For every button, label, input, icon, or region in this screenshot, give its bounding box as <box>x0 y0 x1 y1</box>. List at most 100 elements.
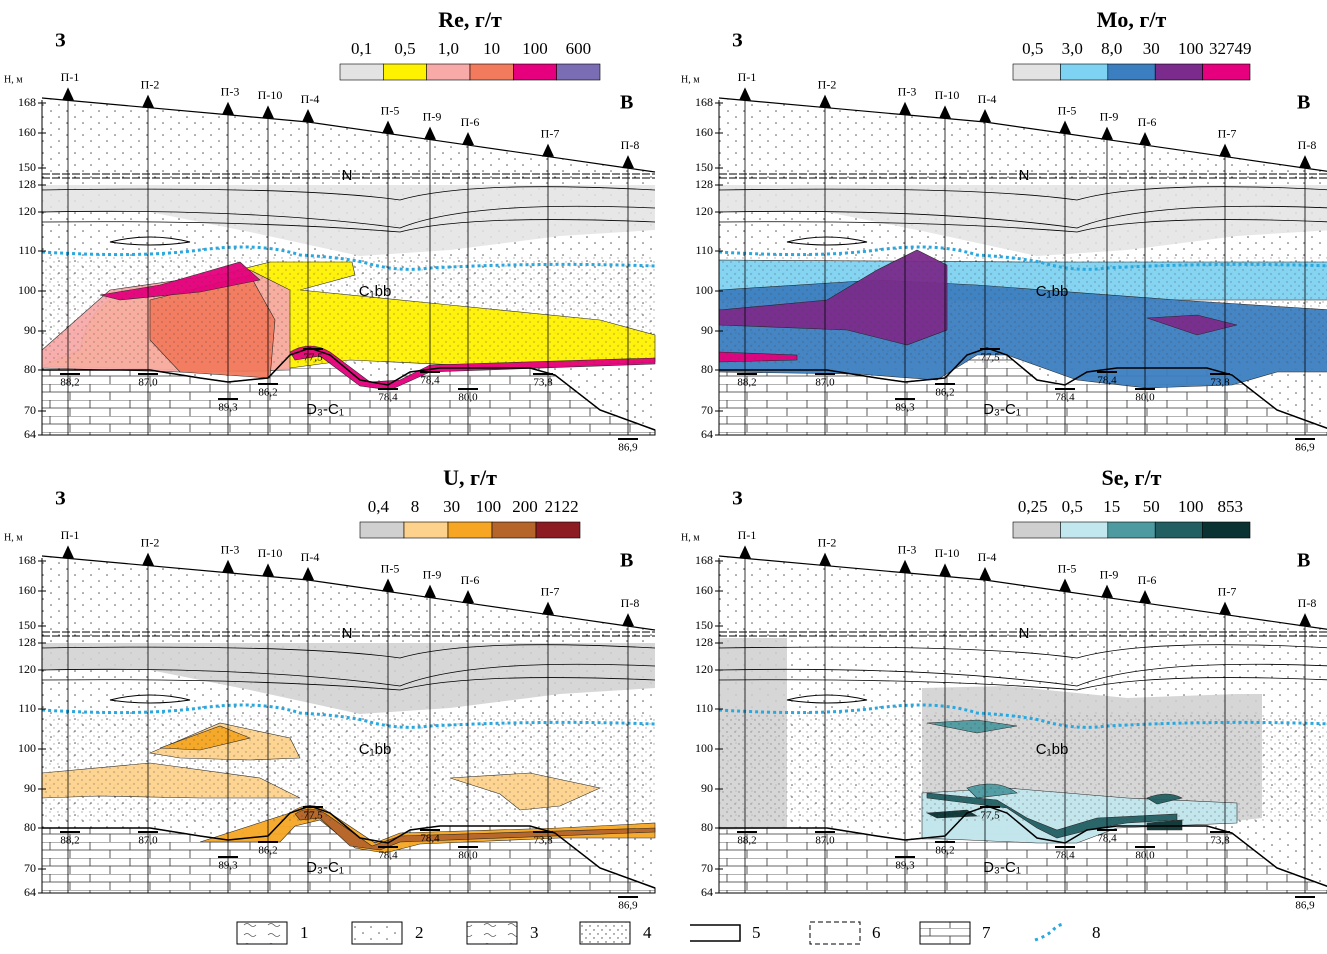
scale-label: 1,0 <box>438 39 459 58</box>
well-marker <box>899 560 911 573</box>
legend-label: 6 <box>872 923 881 942</box>
well-depth: 86,2 <box>935 387 954 399</box>
unit-label: C₁bb <box>359 741 392 758</box>
well-marker <box>62 87 74 100</box>
well-depth: 78,4 <box>378 392 398 404</box>
well-marker <box>1059 121 1071 134</box>
unit-label: N <box>342 625 353 642</box>
scale-swatch <box>360 522 404 538</box>
well-label: П-2 <box>141 77 160 91</box>
well-label: П-5 <box>1058 561 1077 575</box>
y-tick-label: 128 <box>695 635 713 649</box>
scale-swatch <box>340 64 383 80</box>
well-depth: 88,2 <box>60 377 79 389</box>
unit-label: C₁bb <box>359 283 392 300</box>
scale-swatch <box>492 522 536 538</box>
well-marker <box>1219 144 1231 157</box>
well-label: П-3 <box>221 85 240 99</box>
well-marker <box>424 585 436 598</box>
well-depth: 89,3 <box>895 860 915 872</box>
well-depth: 78,4 <box>1055 392 1075 404</box>
well-depth: 78,4 <box>1097 833 1117 845</box>
y-tick-label: 110 <box>695 701 713 715</box>
y-tick-label: 70 <box>24 861 36 875</box>
scale-swatch <box>1013 522 1060 538</box>
well-depth: 87,0 <box>138 835 158 847</box>
well-depth: 89,3 <box>218 860 238 872</box>
well-depth: 78,4 <box>378 850 398 862</box>
well-depth: 89,3 <box>895 402 915 414</box>
well-marker <box>739 545 751 558</box>
axis-title: Н, м <box>681 532 700 543</box>
well-marker <box>939 563 951 576</box>
y-tick-label: 120 <box>695 662 713 676</box>
legend-swatch <box>920 922 970 944</box>
scale-label: 100 <box>476 497 502 516</box>
well-label: П-9 <box>1100 109 1119 123</box>
well-label: П-5 <box>381 103 400 117</box>
y-tick-label: 128 <box>695 177 713 191</box>
well-depth: 77,5 <box>303 352 323 364</box>
unit-label: N <box>1019 167 1030 184</box>
well-depth: 80,0 <box>458 850 478 862</box>
well-depth: 88,2 <box>60 835 79 847</box>
well-depth: 87,0 <box>815 835 835 847</box>
well-depth: 78,4 <box>1097 375 1117 387</box>
y-tick-label: 128 <box>18 177 36 191</box>
well-depth: 77,5 <box>303 810 323 822</box>
axis-title: Н, м <box>4 532 23 543</box>
well-marker <box>1059 579 1071 592</box>
scale-label: 600 <box>566 39 592 58</box>
scale-swatch <box>1108 64 1155 80</box>
y-tick-label: 168 <box>18 95 36 109</box>
dense-sand <box>42 255 655 365</box>
well-label: П-9 <box>423 567 442 581</box>
unit-label: D₃-C₁ <box>983 859 1021 876</box>
well-marker <box>1299 613 1311 626</box>
well-label: П-10 <box>258 88 283 102</box>
legend-swatch <box>810 922 860 944</box>
well-marker <box>1101 585 1113 598</box>
section-panel: Н, м16816015012812011010090807064П-1П-2П… <box>681 465 1327 911</box>
west-label: З <box>55 30 66 52</box>
scale-label: 30 <box>1143 39 1160 58</box>
unit-label: N <box>1019 625 1030 642</box>
y-tick-label: 110 <box>18 701 36 715</box>
well-label: П-7 <box>1218 584 1237 598</box>
well-label: П-6 <box>1138 573 1157 587</box>
legend-label: 3 <box>530 923 539 942</box>
scale-label: 200 <box>512 497 538 516</box>
well-label: П-8 <box>621 596 640 610</box>
well-marker <box>622 155 634 168</box>
well-depth: 88,2 <box>737 377 756 389</box>
scale-label: 100 <box>522 39 548 58</box>
well-marker <box>262 105 274 118</box>
scale-title: Re, г/т <box>438 7 502 32</box>
well-marker <box>819 553 831 566</box>
scale-label: 853 <box>1218 497 1244 516</box>
well-label: П-6 <box>461 115 480 129</box>
well-label: П-10 <box>935 546 960 560</box>
dense-sand <box>719 255 1327 365</box>
well-marker <box>739 87 751 100</box>
y-tick-label: 110 <box>695 243 713 257</box>
well-depth: 73,8 <box>533 377 553 389</box>
scale-swatch <box>1203 64 1250 80</box>
dense-sand <box>719 713 1327 823</box>
well-depth: 87,0 <box>815 377 835 389</box>
well-depth: 86,9 <box>618 900 638 912</box>
scale-label: 100 <box>1178 497 1204 516</box>
legend-swatch <box>352 922 402 944</box>
well-marker <box>302 567 314 580</box>
well-depth: 86,9 <box>1295 442 1315 454</box>
scale-label: 0,25 <box>1018 497 1048 516</box>
y-tick-label: 120 <box>18 204 36 218</box>
well-label: П-10 <box>935 88 960 102</box>
well-label: П-8 <box>1298 138 1317 152</box>
y-tick-label: 160 <box>18 583 36 597</box>
unit-label: N <box>342 167 353 184</box>
scale-swatch <box>1203 522 1250 538</box>
east-label: В <box>620 550 633 572</box>
unit-label: D₃-C₁ <box>306 859 344 876</box>
y-tick-label: 70 <box>24 403 36 417</box>
